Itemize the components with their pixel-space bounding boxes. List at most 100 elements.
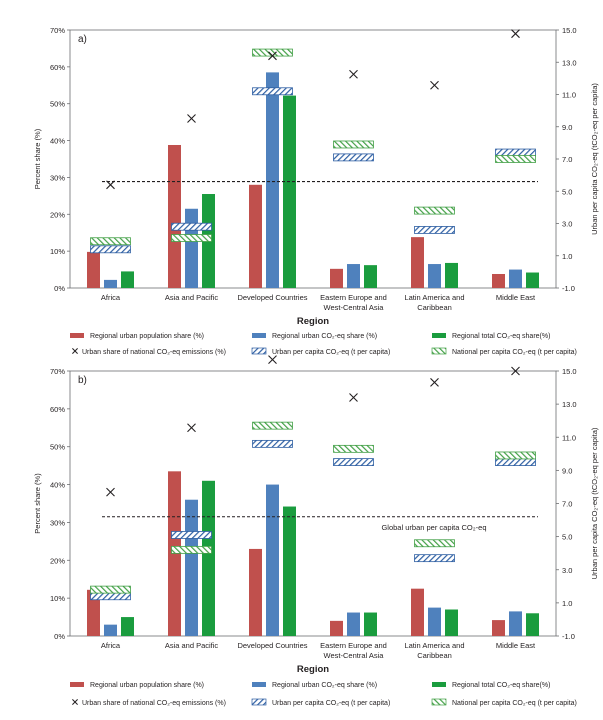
x-marker-stroke xyxy=(187,423,196,433)
y-tick-label: 50% xyxy=(50,443,65,452)
legend-swatch xyxy=(432,682,446,687)
x-marker-stroke xyxy=(511,29,520,39)
y2-tick-label: 11.0 xyxy=(562,433,576,442)
y2-tick-label: 1.0 xyxy=(562,599,572,608)
national-per-capita-marker xyxy=(333,140,374,149)
y-tick-label: 50% xyxy=(50,100,65,109)
bar-total-share xyxy=(202,480,215,636)
bar-total-share xyxy=(283,506,296,636)
urban-share-x-marker xyxy=(268,355,277,365)
bar-urban-share xyxy=(185,499,198,636)
x-marker-stroke xyxy=(430,80,439,90)
bar-urban-share xyxy=(266,484,279,636)
y-tick-label: 0% xyxy=(54,284,65,293)
y-tick-label: 70% xyxy=(50,26,65,35)
y2-tick-label: 15.0 xyxy=(562,367,577,376)
y-tick-label: 10% xyxy=(50,594,65,603)
y2-axis-title: Urban per capita CO₂-eq (tCO₂-eq per cap… xyxy=(590,83,599,235)
x-marker-stroke xyxy=(106,180,115,190)
urban-share-x-marker xyxy=(106,487,115,497)
urban-per-capita-marker xyxy=(414,226,455,234)
y-tick-label: 20% xyxy=(50,210,65,219)
x-tick-label: Latin America and Caribbean xyxy=(404,293,464,312)
y-tick-label: 30% xyxy=(50,173,65,182)
bar-total-share xyxy=(445,609,458,636)
x-tick-label: Developed Countries xyxy=(237,641,307,650)
plot-frame xyxy=(69,370,557,637)
x-marker-stroke xyxy=(511,366,520,376)
bar-urban-share xyxy=(428,264,441,288)
urban-per-capita-marker xyxy=(495,148,536,157)
legend-label: National per capita CO₂-eq (t per capita… xyxy=(452,349,577,356)
x-tick-label: Africa xyxy=(101,293,121,302)
urban-per-capita-marker xyxy=(171,222,212,231)
x-marker-stroke xyxy=(187,114,196,123)
y2-tick-label: 1.0 xyxy=(562,252,572,261)
urban-per-capita-marker xyxy=(90,245,131,254)
legend-swatch xyxy=(432,333,446,338)
x-tick-label: Asia and Pacific xyxy=(165,293,219,302)
urban-share-x-marker xyxy=(430,80,439,90)
y2-tick-label: 11.0 xyxy=(562,91,576,100)
bar-total-share xyxy=(526,613,539,636)
legend-cross xyxy=(72,699,78,705)
y2-tick-label: 7.0 xyxy=(562,500,572,509)
national-per-capita-marker xyxy=(333,444,374,453)
y2-tick-label: -1.0 xyxy=(562,284,575,293)
x-tick-label: Eastern Europe and West-Central Asia xyxy=(320,293,387,312)
legend-label: Regional total CO₂-eq share(%) xyxy=(452,333,550,340)
y-tick-label: 30% xyxy=(50,518,65,527)
bar-urban-share xyxy=(509,269,522,288)
bar-total-share xyxy=(526,272,539,288)
urban-per-capita-marker xyxy=(414,554,455,563)
plot-frame xyxy=(69,29,557,289)
national-per-capita-marker xyxy=(414,206,455,215)
x-marker-stroke xyxy=(106,487,115,497)
y-tick-label: 60% xyxy=(50,405,65,414)
national-per-capita-marker xyxy=(171,234,212,242)
y-tick-label: 40% xyxy=(50,137,65,146)
x-tick-label: Middle East xyxy=(496,641,536,650)
y2-tick-label: 5.0 xyxy=(562,187,572,196)
bar-total-share xyxy=(364,612,377,636)
urban-per-capita-marker xyxy=(495,458,536,466)
legend-label: Regional urban population share (%) xyxy=(90,333,204,340)
urban-share-x-marker xyxy=(268,51,277,61)
y2-tick-label: 9.0 xyxy=(562,123,572,132)
urban-share-x-marker xyxy=(349,393,358,402)
urban-per-capita-marker xyxy=(90,592,131,601)
y2-tick-label: 15.0 xyxy=(562,26,577,35)
legend-label: Regional total CO₂-eq share(%) xyxy=(452,682,550,689)
bar-total-share xyxy=(121,271,134,288)
legend-label: Urban per capita CO₂-eq (t per capita) xyxy=(272,349,390,356)
national-per-capita-marker xyxy=(90,237,131,246)
legend-hatch xyxy=(431,347,447,355)
x-marker-stroke xyxy=(268,355,277,365)
bar-population xyxy=(492,273,505,288)
bar-urban-share xyxy=(266,72,279,288)
panel-label: a) xyxy=(78,34,87,45)
x-tick-label: Middle East xyxy=(496,293,536,302)
national-per-capita-marker xyxy=(171,545,212,554)
bar-urban-share xyxy=(104,624,117,636)
urban-per-capita-marker xyxy=(171,531,212,539)
x-tick-label: Asia and Pacific xyxy=(165,641,219,650)
legend-swatch xyxy=(70,682,84,687)
legend-label: Urban per capita CO₂-eq (t per capita) xyxy=(272,700,390,707)
legend-hatch xyxy=(251,698,267,706)
y2-tick-label: -1.0 xyxy=(562,632,575,641)
legend-hatch xyxy=(251,347,267,355)
bar-population xyxy=(249,184,262,288)
bar-population xyxy=(249,548,262,636)
urban-share-x-marker xyxy=(187,423,196,433)
bar-total-share xyxy=(445,262,458,288)
x-tick-label: Latin America and Caribbean xyxy=(404,641,464,660)
y2-tick-label: 3.0 xyxy=(562,220,572,229)
legend-label: Regional urban population share (%) xyxy=(90,682,204,689)
bar-total-share xyxy=(364,265,377,288)
legend-swatch xyxy=(252,682,266,687)
panel-a: a) 0% 10% 20% 30% 40% 50% 60% 70% -1.0 1.0 3.0 5.0 7.… xyxy=(33,26,599,356)
bar-total-share xyxy=(283,95,296,288)
x-marker-stroke xyxy=(268,51,277,61)
